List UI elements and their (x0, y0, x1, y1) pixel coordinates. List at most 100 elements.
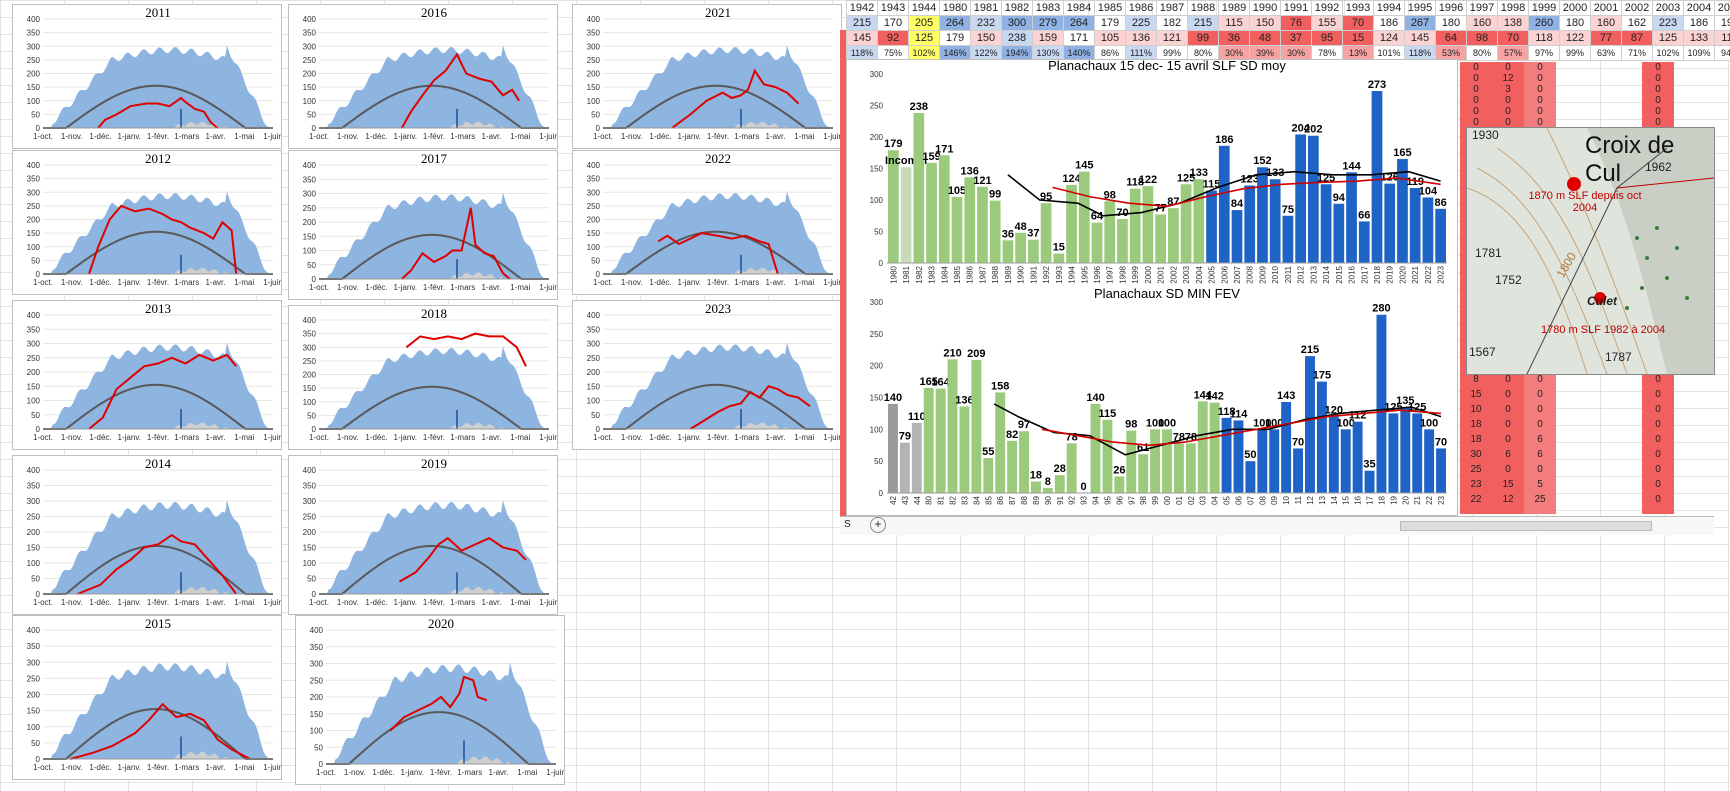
table-cell[interactable]: 1980 (939, 0, 971, 16)
table-cell[interactable]: 1999 (1528, 0, 1560, 16)
small-chart-2014[interactable]: 2014 0 50 100 150 200 250 300 350 400 1-oct. 1-nov.… (12, 455, 282, 615)
table-cell[interactable]: 260 (1528, 15, 1560, 31)
small-chart-2019[interactable]: 2019 0 50 100 150 200 250 300 350 400 1-oct. 1-nov.… (288, 455, 558, 615)
small-chart-2016[interactable]: 2016 0 50 100 150 200 250 300 350 400 1-oct. 1-nov.… (288, 4, 558, 149)
side-cell[interactable]: 0 (1505, 95, 1511, 106)
table-cell[interactable]: 145 (846, 30, 878, 46)
table-cell[interactable]: 162 (1621, 15, 1653, 31)
side-cell[interactable]: 0 (1655, 449, 1661, 460)
table-cell[interactable]: 171 (1063, 30, 1095, 46)
table-cell[interactable]: 133 (1683, 30, 1715, 46)
table-cell[interactable]: 205 (908, 15, 940, 31)
side-cell[interactable]: 12 (1502, 494, 1514, 505)
table-cell[interactable]: 99% (1559, 45, 1591, 61)
side-cell[interactable]: 0 (1537, 84, 1543, 95)
side-cell[interactable]: 0 (1473, 84, 1479, 95)
side-cell[interactable]: 0 (1505, 434, 1511, 445)
side-cell[interactable]: 0 (1505, 106, 1511, 117)
table-cell[interactable]: 1991 (1280, 0, 1312, 16)
side-cell[interactable]: 0 (1537, 389, 1543, 400)
table-cell[interactable]: 138 (1497, 15, 1529, 31)
table-cell[interactable]: 99 (1187, 30, 1219, 46)
table-cell[interactable]: 64 (1435, 30, 1467, 46)
table-cell[interactable]: 77 (1590, 30, 1622, 46)
table-cell[interactable]: 63% (1590, 45, 1622, 61)
table-cell[interactable]: 70 (1342, 15, 1374, 31)
side-cell[interactable]: 0 (1537, 117, 1543, 128)
side-cell[interactable]: 0 (1537, 106, 1543, 117)
table-cell[interactable]: 2000 (1559, 0, 1591, 16)
side-cell[interactable]: 0 (1537, 464, 1543, 475)
table-cell[interactable]: 124 (1373, 30, 1405, 46)
table-cell[interactable]: 2002 (1621, 0, 1653, 16)
table-cell[interactable]: 102% (908, 45, 940, 61)
table-cell[interactable]: 136 (1125, 30, 1157, 46)
side-cell[interactable]: 15 (1470, 389, 1482, 400)
table-cell[interactable]: 1987 (1156, 0, 1188, 16)
table-cell[interactable]: 182 (1156, 15, 1188, 31)
side-cell[interactable]: 0 (1655, 374, 1661, 385)
table-cell[interactable]: 80% (1187, 45, 1219, 61)
side-cell[interactable]: 12 (1502, 73, 1514, 84)
table-cell[interactable]: 1982 (1001, 0, 1033, 16)
small-chart-2023[interactable]: 2023 0 50 100 150 200 250 300 350 400 1-oct. 1-nov.… (572, 300, 842, 450)
side-cell[interactable]: 0 (1537, 404, 1543, 415)
small-chart-2022[interactable]: 2022 0 50 100 150 200 250 300 350 400 1-oct. 1-nov.… (572, 150, 842, 295)
table-cell[interactable]: 97% (1528, 45, 1560, 61)
side-cell[interactable]: 10 (1470, 404, 1482, 415)
side-cell[interactable]: 0 (1537, 73, 1543, 84)
table-cell[interactable]: 2003 (1652, 0, 1684, 16)
table-cell[interactable]: 1993 (1342, 0, 1374, 16)
table-cell[interactable]: 150 (970, 30, 1002, 46)
table-cell[interactable]: 300 (1001, 15, 1033, 31)
table-cell[interactable]: 125 (908, 30, 940, 46)
small-chart-2015[interactable]: 2015 0 50 100 150 200 250 300 350 400 1-oct. 1-nov.… (12, 615, 282, 780)
table-cell[interactable]: 186 (1373, 15, 1405, 31)
table-cell[interactable]: 30% (1218, 45, 1250, 61)
table-cell[interactable]: 1944 (908, 0, 940, 16)
table-cell[interactable]: 1998 (1497, 0, 1529, 16)
table-cell[interactable]: 92 (877, 30, 909, 46)
side-cell[interactable]: 0 (1473, 106, 1479, 117)
table-cell[interactable]: 86% (1094, 45, 1126, 61)
side-cell[interactable]: 23 (1470, 479, 1482, 490)
table-cell[interactable]: 101% (1373, 45, 1405, 61)
table-cell[interactable]: 13% (1342, 45, 1374, 61)
table-cell[interactable]: 225 (1125, 15, 1157, 31)
side-cell[interactable]: 3 (1505, 84, 1511, 95)
sheet-tab[interactable]: S (844, 519, 851, 530)
table-cell[interactable]: 122 (1559, 30, 1591, 46)
table-cell[interactable]: 71% (1621, 45, 1653, 61)
side-cell[interactable]: 0 (1473, 62, 1479, 73)
table-cell[interactable]: 223 (1652, 15, 1684, 31)
side-cell[interactable]: 25 (1470, 464, 1482, 475)
side-cell[interactable]: 0 (1505, 374, 1511, 385)
table-cell[interactable]: 1997 (1466, 0, 1498, 16)
side-cell[interactable]: 18 (1470, 434, 1482, 445)
side-cell[interactable]: 0 (1537, 95, 1543, 106)
side-cell[interactable]: 6 (1537, 434, 1543, 445)
side-cell[interactable]: 0 (1505, 117, 1511, 128)
table-cell[interactable]: 155 (1311, 15, 1343, 31)
table-cell[interactable]: 70 (1497, 30, 1529, 46)
table-cell[interactable]: 170 (877, 15, 909, 31)
table-cell[interactable]: 1990 (1249, 0, 1281, 16)
table-cell[interactable]: 160 (1590, 15, 1622, 31)
table-cell[interactable]: 1994 (1373, 0, 1405, 16)
side-cell[interactable]: 0 (1473, 95, 1479, 106)
table-cell[interactable]: 1983 (1032, 0, 1064, 16)
table-cell[interactable]: 80% (1466, 45, 1498, 61)
small-chart-2011[interactable]: 2011 0 50 100 150 200 250 300 350 400 1-oct. 1-nov.… (12, 4, 282, 149)
table-cell[interactable]: 48 (1249, 30, 1281, 46)
side-cell[interactable]: 30 (1470, 449, 1482, 460)
side-cell[interactable]: 0 (1537, 374, 1543, 385)
side-cell[interactable]: 0 (1537, 62, 1543, 73)
side-cell[interactable]: 0 (1505, 62, 1511, 73)
table-cell[interactable]: 121 (1156, 30, 1188, 46)
side-cell[interactable]: 6 (1537, 449, 1543, 460)
table-cell[interactable]: 186 (1683, 15, 1715, 31)
small-chart-2013[interactable]: 2013 0 50 100 150 200 250 300 350 400 1-oct. 1-nov.… (12, 300, 282, 450)
table-cell[interactable]: 160 (1466, 15, 1498, 31)
table-cell[interactable]: 238 (1001, 30, 1033, 46)
table-cell[interactable]: 15 (1342, 30, 1374, 46)
